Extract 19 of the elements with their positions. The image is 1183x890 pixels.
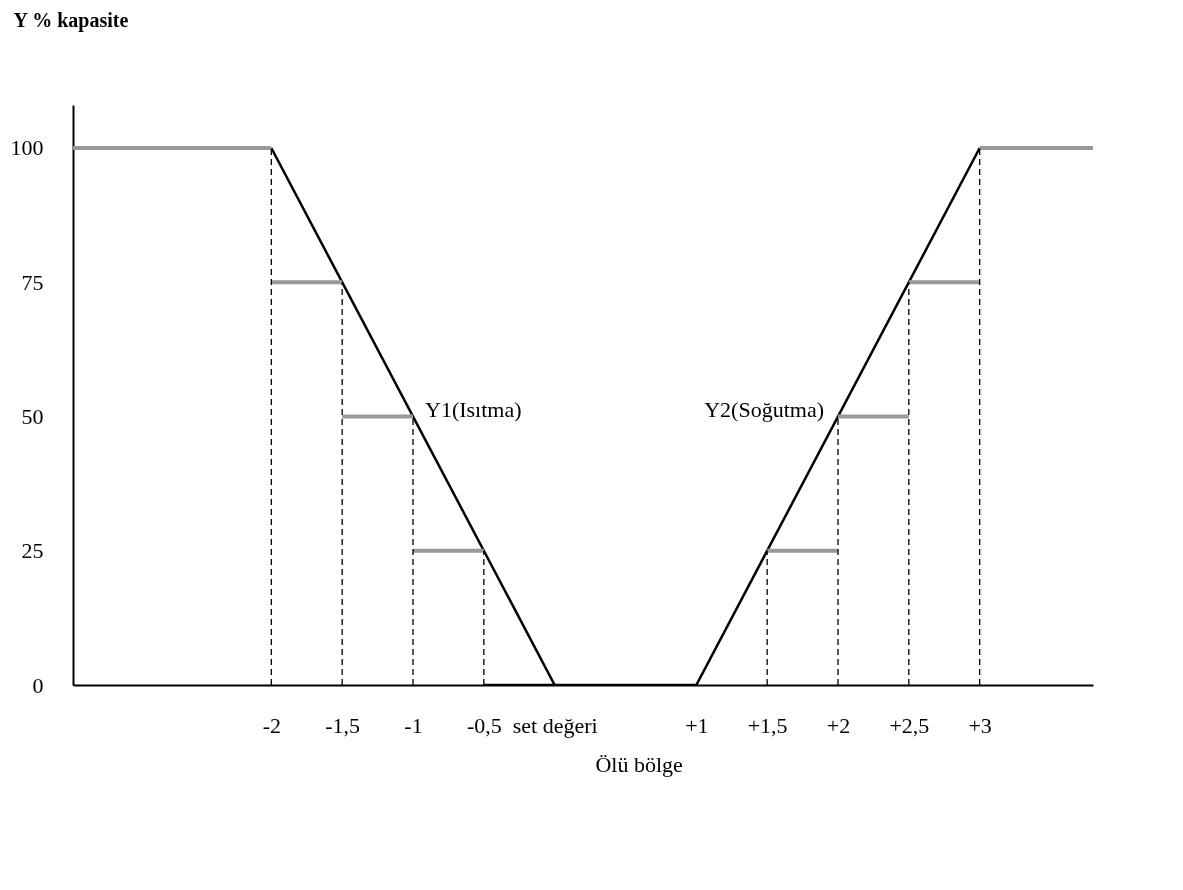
x-tick-label: +1,5: [747, 712, 788, 738]
x-tick-label: -1: [404, 712, 423, 738]
x-tick-label: -2: [262, 712, 281, 738]
y-tick-label: 25: [21, 538, 44, 564]
series-label: Y2(Soğutma): [704, 397, 824, 423]
x-tick-label: +1: [685, 712, 709, 738]
x-tick-label: set değeri: [512, 712, 598, 738]
x-tick-label: +2: [826, 712, 851, 738]
y-tick-label: 0: [32, 672, 44, 698]
y-axis-title: Y % kapasite: [13, 8, 129, 32]
y-tick-label: 50: [21, 403, 44, 429]
series-label: Y1(Isıtma): [425, 397, 522, 423]
x-tick-label: -1,5: [325, 712, 361, 738]
y-tick-label: 75: [21, 269, 44, 295]
x-tick-label: -0,5: [466, 712, 502, 738]
text: Ölü bölge: [595, 752, 683, 777]
x-tick-label: +2,5: [889, 712, 930, 738]
x-tick-label: +3: [968, 712, 992, 738]
y-tick-label: 100: [10, 135, 44, 161]
